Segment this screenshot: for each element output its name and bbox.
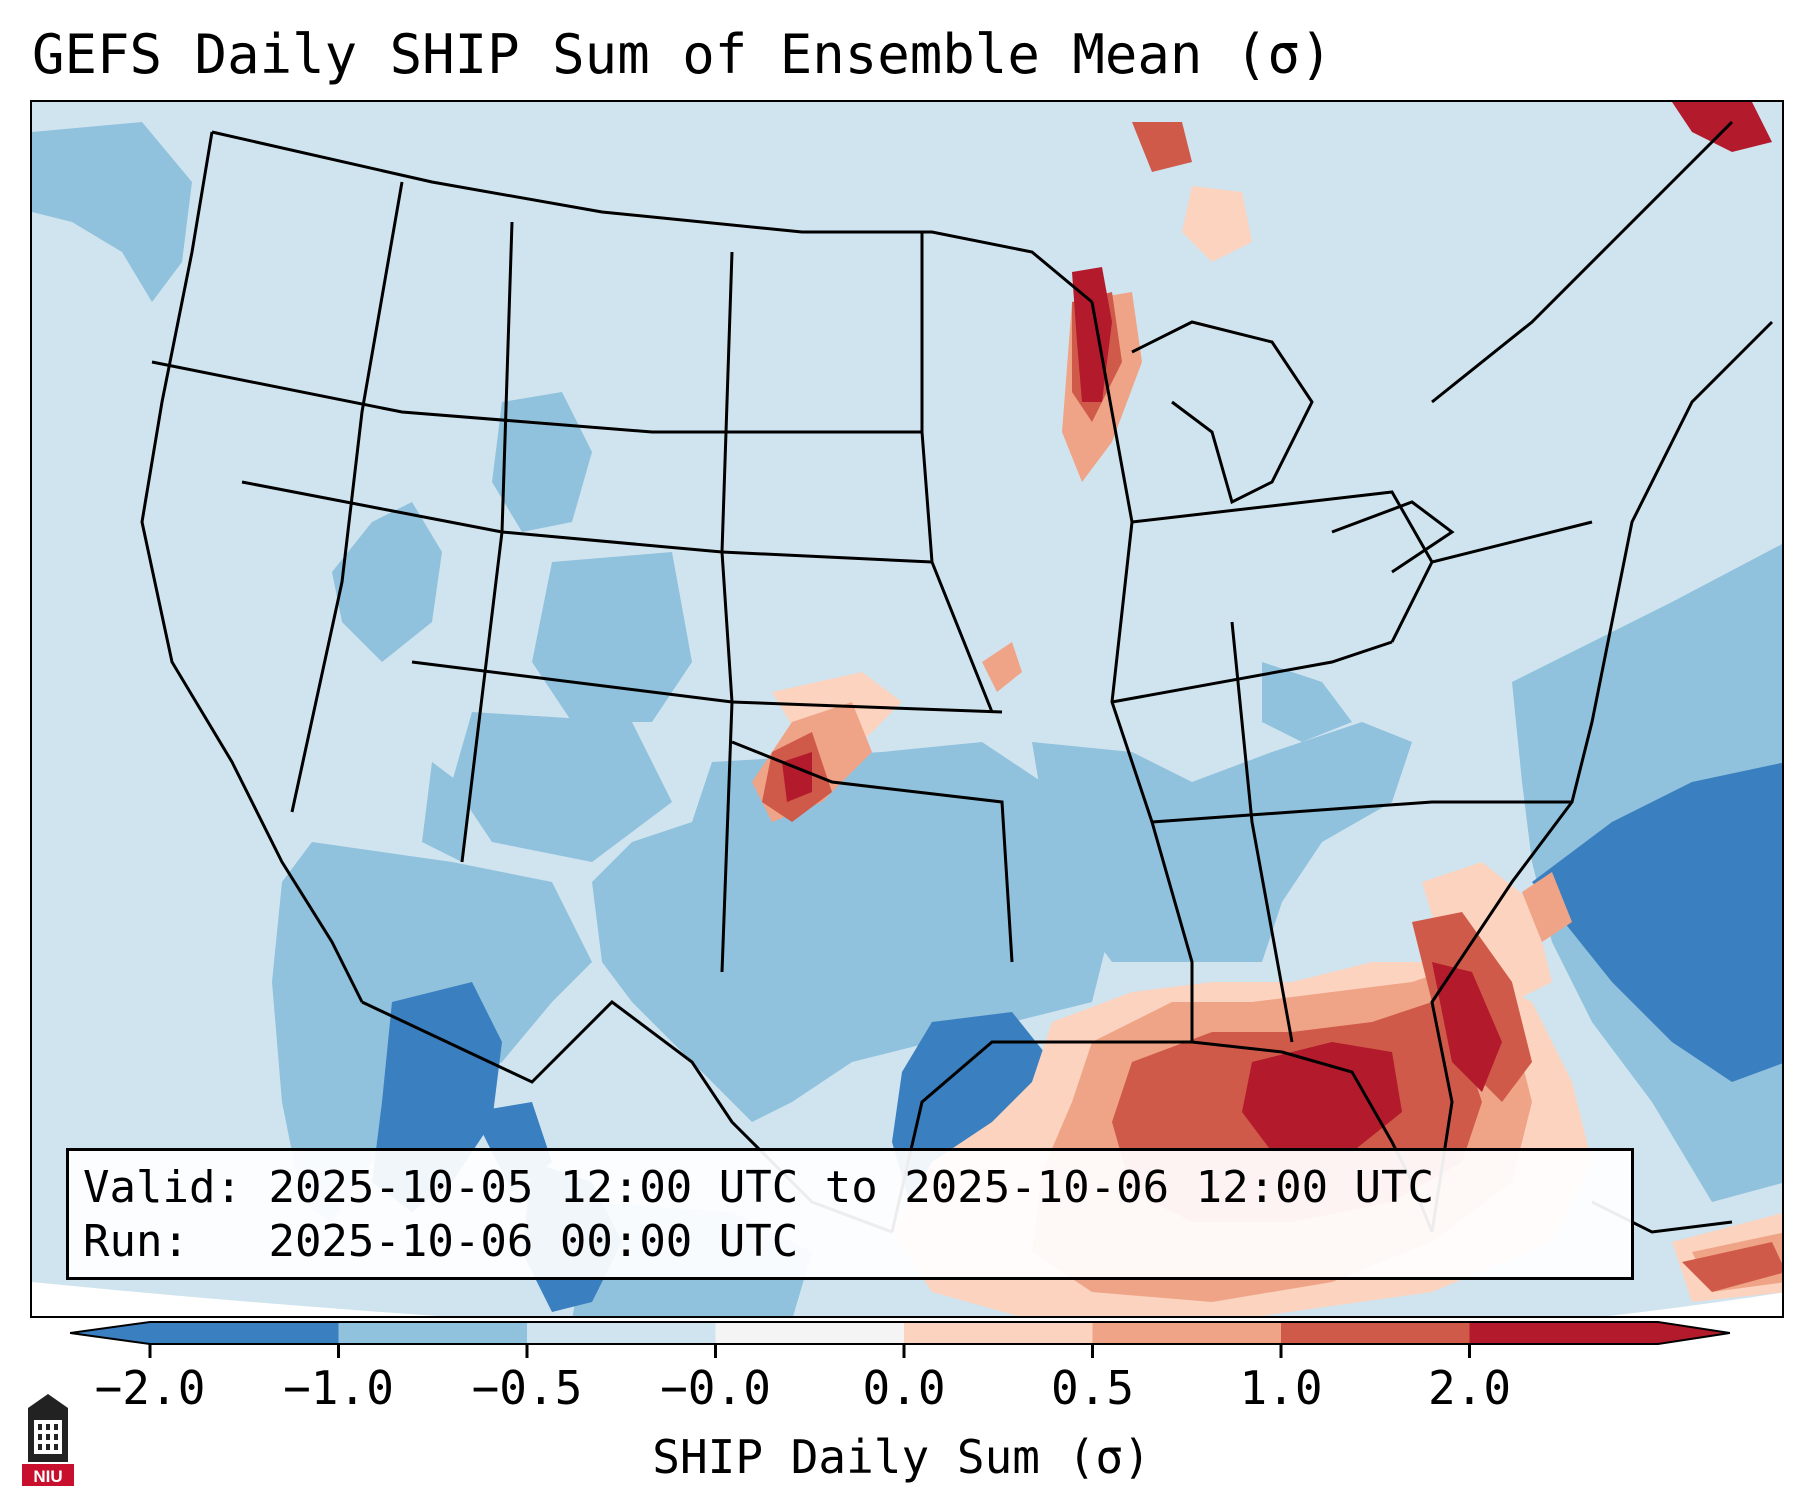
colorbar-segment [1469,1322,1659,1344]
colorbar [70,1321,1730,1358]
colorbar-segment [904,1322,1093,1344]
colorbar-tick-label: 1.0 [1239,1361,1323,1415]
valid-value: 2025-10-05 12:00 UTC to 2025-10-06 12:00… [268,1162,1435,1213]
colorbar-label: SHIP Daily Sum (σ) [652,1430,1151,1484]
colorbar-tick-label: 0.5 [1050,1361,1135,1415]
colorbar-tick-label: −2.0 [94,1361,206,1415]
colorbar-tick-label: −0.5 [471,1361,583,1415]
colorbar-segment [527,1322,716,1344]
colorbar-segment [338,1322,528,1344]
map-panel [30,100,1784,1318]
valid-label: Valid: [83,1162,242,1213]
colorbar-tick-label: −1.0 [283,1361,394,1415]
colorbar-tick-label: 0.0 [862,1361,946,1415]
colorbar-tick-label: −0.0 [660,1361,771,1415]
colorbar-tick-label: 2.0 [1427,1361,1512,1415]
run-label: Run: [83,1216,189,1267]
run-line: Run: 2025-10-06 00:00 UTC [83,1215,1617,1269]
niu-logo-icon: NIU [22,1394,74,1486]
valid-line: Valid: 2025-10-05 12:00 UTC to 2025-10-0… [83,1161,1617,1215]
validity-info-box: Valid: 2025-10-05 12:00 UTC to 2025-10-0… [66,1148,1634,1280]
map-title: GEFS Daily SHIP Sum of Ensemble Mean (σ) [32,23,1333,86]
colorbar-segment [150,1322,339,1344]
colorbar-extend-high [1658,1322,1730,1344]
map-canvas [32,102,1782,1316]
colorbar-segment [1281,1322,1470,1344]
anomaly-very-strong-positive [782,102,1772,1152]
logo-text: NIU [33,1467,62,1486]
colorbar-segment [715,1322,905,1344]
run-value: 2025-10-06 00:00 UTC [268,1216,799,1267]
colorbar-segment [1092,1322,1282,1344]
colorbar-extend-low [70,1322,150,1344]
